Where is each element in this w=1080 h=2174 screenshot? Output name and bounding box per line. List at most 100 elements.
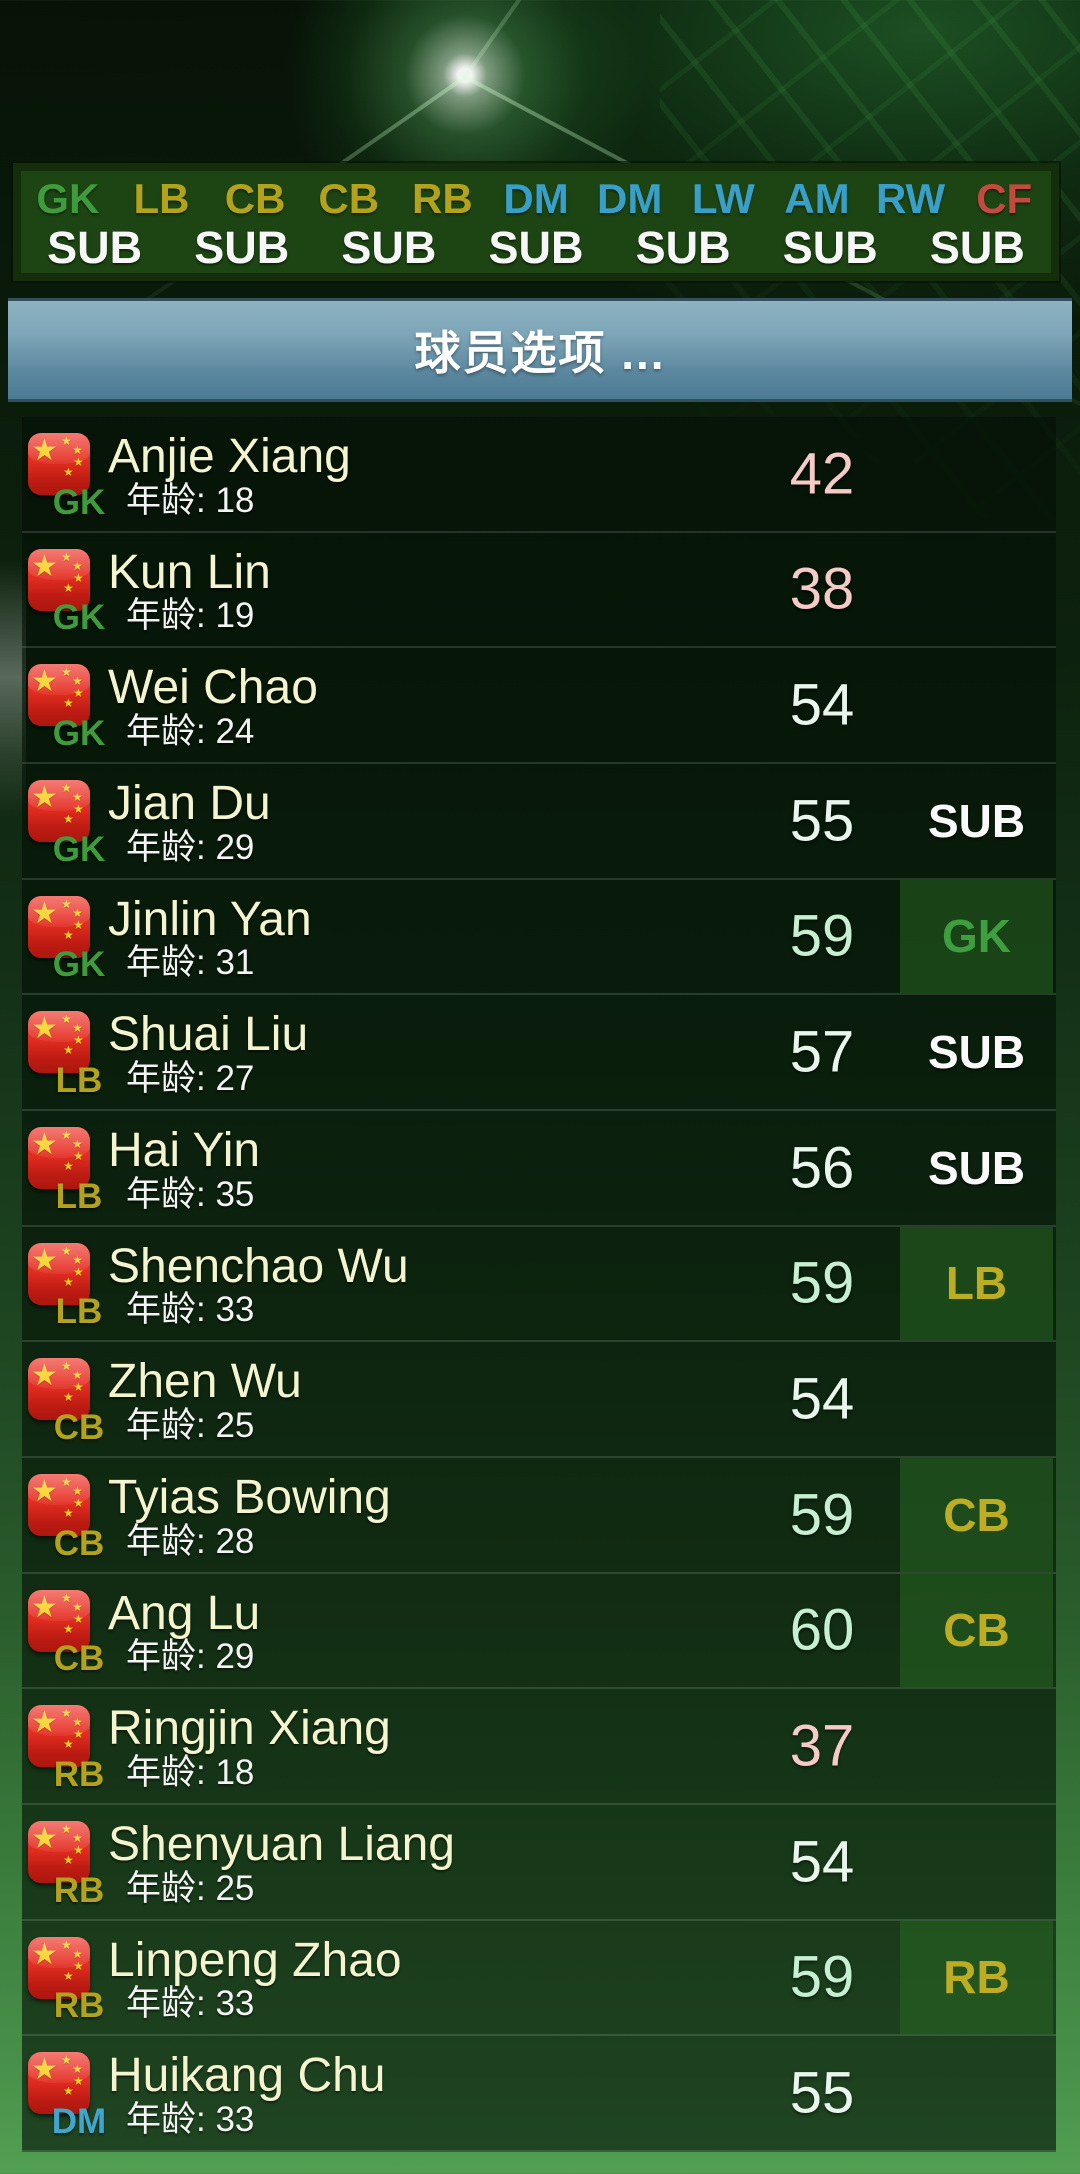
player-assignment-cell (900, 2036, 1053, 2150)
player-row[interactable]: ★★★★★ Shenyuan Liang RB 年龄: 25 54 (22, 1804, 1056, 1921)
player-assignment-cell[interactable]: SUB (927, 1141, 1026, 1194)
player-name: Linpeng Zhao (108, 1933, 402, 1987)
player-row[interactable]: ★★★★★ Hai Yin LB 年龄: 35 56 SUB (22, 1110, 1056, 1227)
player-assignment-cell[interactable]: GK (900, 879, 1053, 994)
bench-subs-row: SUB SUB SUB SUB SUB SUB SUB (21, 225, 1051, 273)
player-position-label: GK (52, 945, 106, 985)
player-assignment-cell (900, 1689, 1053, 1803)
bench-position-slot-dm[interactable]: DM (503, 175, 569, 222)
player-name: Ringjin Xiang (108, 1702, 391, 1756)
player-list: ★★★★★ Anjie Xiang GK 年龄: 18 42 ★★★★★ Kun… (22, 417, 1056, 2152)
player-name: Ang Lu (108, 1586, 261, 1640)
player-age: 年龄: 33 (126, 2099, 255, 2139)
player-age: 年龄: 18 (126, 480, 255, 520)
player-name: Tyias Bowing (108, 1470, 391, 1524)
player-name: Shenyuan Liang (108, 1817, 455, 1871)
bench-position-slot-dm[interactable]: DM (597, 175, 663, 222)
player-rating: 59 (789, 1944, 855, 2010)
china-flag-icon: ★★★★★ (28, 1589, 90, 1652)
player-rating: 38 (789, 556, 855, 622)
player-age: 年龄: 35 (126, 1174, 255, 1214)
bench-positions-row: GK LB CB CB RB DM DM LW AM RW CF (21, 171, 1051, 225)
player-name: Zhen Wu (108, 1355, 302, 1409)
player-assignment-cell[interactable]: CB (900, 1457, 1053, 1572)
player-age: 年龄: 27 (126, 1058, 255, 1098)
bench-position-slot-lw[interactable]: LW (691, 175, 755, 222)
player-options-title: 球员选项 ... (414, 327, 666, 379)
player-row[interactable]: ★★★★★ Wei Chao GK 年龄: 24 54 (22, 648, 1056, 764)
player-options-header[interactable]: 球员选项 ... (8, 298, 1072, 402)
bench-position-slot-rb[interactable]: RB (412, 175, 473, 222)
china-flag-icon: ★★★★★ (28, 1936, 90, 1999)
player-position-label: CB (53, 1407, 105, 1447)
bench-sub-slot-4[interactable]: SUB (488, 222, 584, 273)
player-age: 年龄: 31 (126, 943, 255, 983)
player-assignment-cell[interactable]: RB (900, 1920, 1053, 2035)
bench-position-slot-am[interactable]: AM (784, 175, 850, 222)
player-row[interactable]: ★★★★★ Linpeng Zhao RB 年龄: 33 59 RB (22, 1920, 1056, 2037)
bench-position-slot-cb[interactable]: CB (318, 175, 380, 222)
player-row[interactable]: ★★★★★ Huikang Chu DM 年龄: 33 55 (22, 2036, 1056, 2152)
player-age: 年龄: 25 (126, 1405, 255, 1445)
player-assignment-cell (900, 533, 1053, 647)
player-position-label: LB (55, 1292, 103, 1332)
player-row[interactable]: ★★★★★ Anjie Xiang GK 年龄: 18 42 (22, 417, 1056, 533)
china-flag-icon: ★★★★★ (28, 1358, 90, 1421)
formation-bench-bar: GK LB CB CB RB DM DM LW AM RW CF SUB SUB SUB SUB SUB SU… (13, 163, 1059, 281)
player-assignment-cell (900, 648, 1053, 762)
player-row[interactable]: ★★★★★ Kun Lin GK 年龄: 19 38 (22, 532, 1056, 649)
china-flag-icon: ★★★★★ (28, 1126, 90, 1189)
player-row[interactable]: ★★★★★ Jinlin Yan GK 年龄: 31 59 GK (22, 879, 1056, 996)
player-rating: 55 (789, 788, 855, 854)
bench-sub-slot-7[interactable]: SUB (929, 222, 1025, 273)
player-rating: 59 (789, 1482, 855, 1548)
player-age: 年龄: 33 (126, 1290, 255, 1330)
player-assignment-cell (900, 417, 1053, 531)
bench-position-slot-cf[interactable]: CF (976, 175, 1033, 222)
player-assignment-cell[interactable]: CB (900, 1573, 1053, 1688)
player-assignment-cell[interactable]: SUB (927, 1026, 1026, 1079)
player-position-label: GK (52, 598, 106, 638)
player-name: Anjie Xiang (108, 430, 351, 483)
bench-position-slot-gk[interactable]: GK (36, 175, 100, 222)
player-assignment-cell[interactable]: SUB (927, 794, 1026, 847)
player-age: 年龄: 28 (126, 1521, 255, 1561)
bench-sub-slot-6[interactable]: SUB (782, 222, 878, 273)
player-name: Jinlin Yan (108, 892, 312, 946)
bench-sub-slot-3[interactable]: SUB (341, 222, 437, 273)
player-rating: 55 (789, 2060, 855, 2126)
player-row[interactable]: ★★★★★ Jian Du GK 年龄: 29 55 SUB (22, 763, 1056, 880)
china-flag-icon: ★★★★★ (28, 2052, 90, 2115)
player-position-label: RB (53, 1870, 105, 1910)
bench-sub-slot-5[interactable]: SUB (635, 222, 731, 273)
china-flag-icon: ★★★★★ (28, 1705, 90, 1768)
player-rating: 54 (789, 672, 855, 738)
player-row[interactable]: ★★★★★ Shuai Liu LB 年龄: 27 57 SUB (22, 995, 1056, 1111)
player-rating: 60 (789, 1597, 855, 1663)
player-row[interactable]: ★★★★★ Tyias Bowing CB 年龄: 28 59 CB (22, 1457, 1056, 1574)
player-name: Jian Du (108, 776, 271, 830)
player-row[interactable]: ★★★★★ Shenchao Wu LB 年龄: 33 59 LB (22, 1226, 1056, 1343)
player-row[interactable]: ★★★★★ Zhen Wu CB 年龄: 25 54 (22, 1342, 1056, 1458)
player-rating: 54 (789, 1829, 855, 1895)
china-flag-icon: ★★★★★ (28, 1242, 90, 1305)
player-position-label: LB (55, 1060, 103, 1100)
player-name: Huikang Chu (108, 2049, 386, 2103)
bench-sub-slot-1[interactable]: SUB (47, 222, 143, 273)
player-row[interactable]: ★★★★★ Ang Lu CB 年龄: 29 60 CB (22, 1573, 1056, 1690)
player-age: 年龄: 33 (126, 1984, 255, 2024)
china-flag-icon: ★★★★★ (28, 779, 90, 842)
player-rating: 42 (789, 441, 855, 507)
player-rating: 56 (789, 1135, 855, 1201)
bench-sub-slot-2[interactable]: SUB (194, 222, 290, 273)
player-rating: 37 (789, 1713, 855, 1779)
bench-position-slot-cb[interactable]: CB (224, 175, 286, 222)
player-assignment-cell[interactable]: LB (900, 1226, 1053, 1341)
bench-position-slot-lb[interactable]: LB (133, 175, 190, 222)
player-row[interactable]: ★★★★★ Ringjin Xiang RB 年龄: 18 37 (22, 1689, 1056, 1805)
player-rating: 59 (789, 903, 855, 969)
player-position-label: GK (52, 829, 106, 869)
player-position-label: RB (53, 1986, 105, 2026)
bench-position-slot-rw[interactable]: RW (875, 175, 946, 222)
player-age: 年龄: 29 (126, 827, 255, 867)
